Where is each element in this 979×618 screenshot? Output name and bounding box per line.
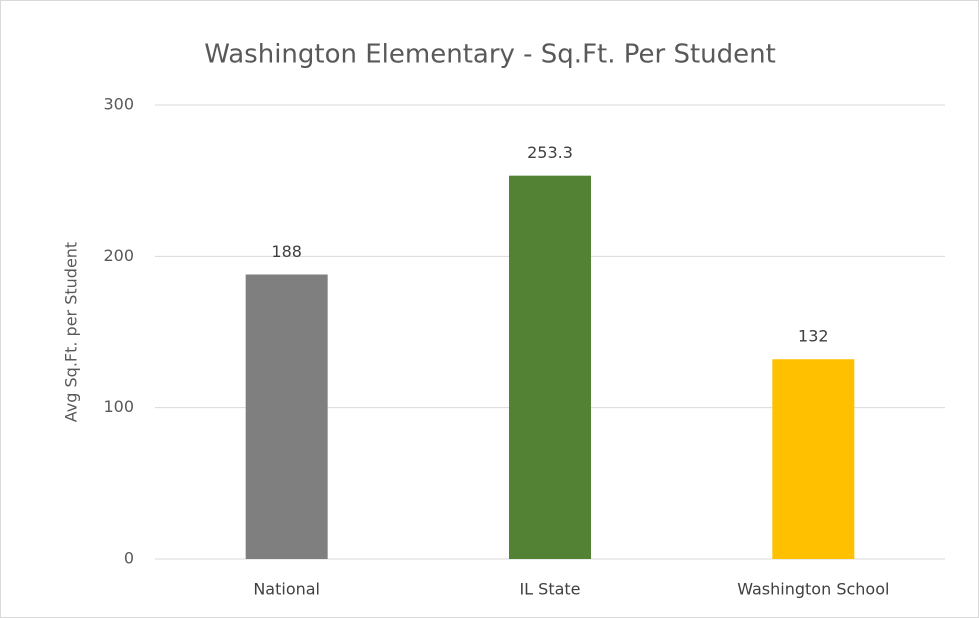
y-tick-label: 100 <box>103 397 134 416</box>
y-axis-label: Avg Sq.Ft. per Student <box>62 242 81 422</box>
bar <box>509 175 591 559</box>
bar <box>772 359 855 559</box>
x-tick-label: National <box>253 580 320 599</box>
data-label: 253.3 <box>527 143 573 162</box>
chart-title: Washington Elementary - Sq.Ft. Per Stude… <box>204 40 776 70</box>
x-tick-label: IL State <box>519 580 580 599</box>
x-tick-label: Washington School <box>737 580 889 599</box>
bar <box>245 274 328 559</box>
data-label: 132 <box>798 327 829 346</box>
y-tick-label: 200 <box>103 246 134 265</box>
data-label: 188 <box>271 242 302 261</box>
y-tick-label: 0 <box>124 549 134 568</box>
y-tick-label: 300 <box>103 95 134 114</box>
